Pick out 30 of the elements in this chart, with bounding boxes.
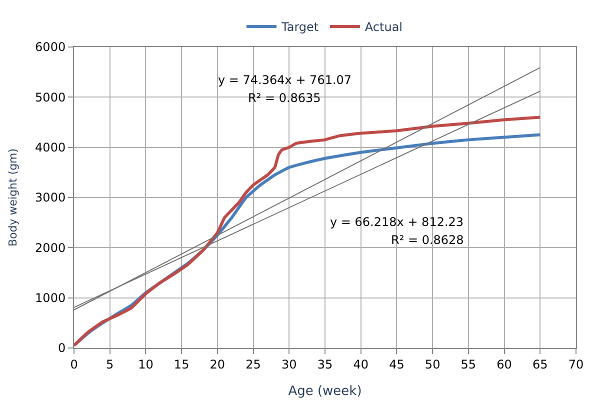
x-tick-label: 45	[389, 357, 404, 372]
x-tick-label: 65	[532, 357, 548, 372]
annotation: y = 66.218x + 812.23	[330, 215, 464, 229]
legend-label: Actual	[364, 20, 403, 34]
x-tick-label: 0	[70, 357, 78, 372]
y-tick-label: 0	[58, 341, 66, 356]
x-tick-label: 10	[138, 357, 154, 372]
y-tick-label: 4000	[35, 140, 66, 155]
x-tick-label: 60	[496, 357, 512, 372]
y-axis-title: Body weight (gm)	[6, 148, 20, 247]
legend-label: Target	[280, 20, 319, 34]
y-tick-label: 1000	[35, 291, 66, 306]
y-tick-label: 2000	[35, 240, 66, 255]
annotation: R² = 0.8628	[391, 233, 464, 247]
x-tick-label: 30	[282, 357, 297, 372]
x-tick-label: 40	[353, 357, 368, 372]
x-tick-label: 20	[210, 357, 226, 372]
y-tick-label: 3000	[35, 190, 66, 205]
x-tick-label: 35	[317, 357, 333, 372]
x-tick-label: 5	[106, 357, 114, 372]
y-tick-label: 6000	[35, 40, 66, 54]
x-tick-label: 55	[460, 357, 476, 372]
annotation: y = 74.364x + 761.07	[218, 73, 352, 87]
x-tick-label: 25	[246, 357, 261, 372]
annotation: R² = 0.8635	[248, 91, 321, 105]
y-tick-label: 5000	[35, 90, 66, 104]
x-axis-title: Age (week)	[288, 384, 362, 399]
x-tick-label: 15	[174, 357, 190, 372]
x-tick-label: 50	[424, 357, 440, 372]
x-tick-label: 70	[568, 357, 584, 372]
